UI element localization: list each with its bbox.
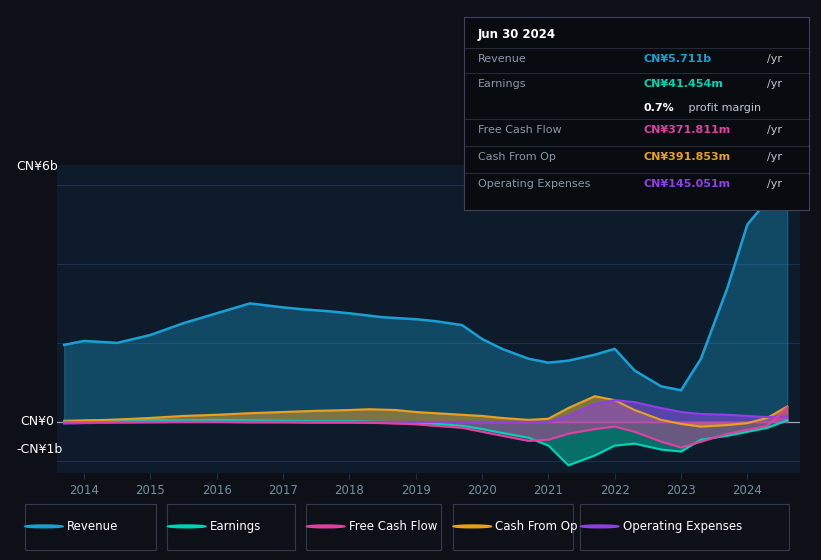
Text: Jun 30 2024: Jun 30 2024 [478, 29, 556, 41]
Text: CN¥6b: CN¥6b [16, 160, 58, 172]
Text: Revenue: Revenue [67, 520, 118, 533]
Text: /yr: /yr [768, 152, 782, 162]
Text: Operating Expenses: Operating Expenses [623, 520, 742, 533]
Text: CN¥371.811m: CN¥371.811m [643, 125, 731, 135]
Circle shape [25, 525, 63, 528]
Text: /yr: /yr [768, 125, 782, 135]
Text: Operating Expenses: Operating Expenses [478, 179, 590, 189]
Text: Earnings: Earnings [478, 78, 526, 88]
Circle shape [306, 525, 345, 528]
Text: /yr: /yr [768, 78, 782, 88]
Text: Cash From Op: Cash From Op [478, 152, 556, 162]
Text: Revenue: Revenue [478, 54, 526, 63]
Circle shape [167, 525, 206, 528]
Text: CN¥41.454m: CN¥41.454m [643, 78, 723, 88]
Text: /yr: /yr [768, 54, 782, 63]
Text: Earnings: Earnings [210, 520, 261, 533]
Text: -CN¥1b: -CN¥1b [16, 444, 62, 456]
Circle shape [580, 525, 619, 528]
Text: CN¥145.051m: CN¥145.051m [643, 179, 731, 189]
Text: CN¥391.853m: CN¥391.853m [643, 152, 731, 162]
Text: Free Cash Flow: Free Cash Flow [478, 125, 562, 135]
Text: CN¥0: CN¥0 [20, 416, 53, 428]
Text: CN¥5.711b: CN¥5.711b [643, 54, 711, 63]
Text: profit margin: profit margin [685, 103, 761, 113]
Text: Free Cash Flow: Free Cash Flow [349, 520, 437, 533]
Text: /yr: /yr [768, 179, 782, 189]
Circle shape [453, 525, 492, 528]
Text: Cash From Op: Cash From Op [495, 520, 578, 533]
Text: 0.7%: 0.7% [643, 103, 674, 113]
